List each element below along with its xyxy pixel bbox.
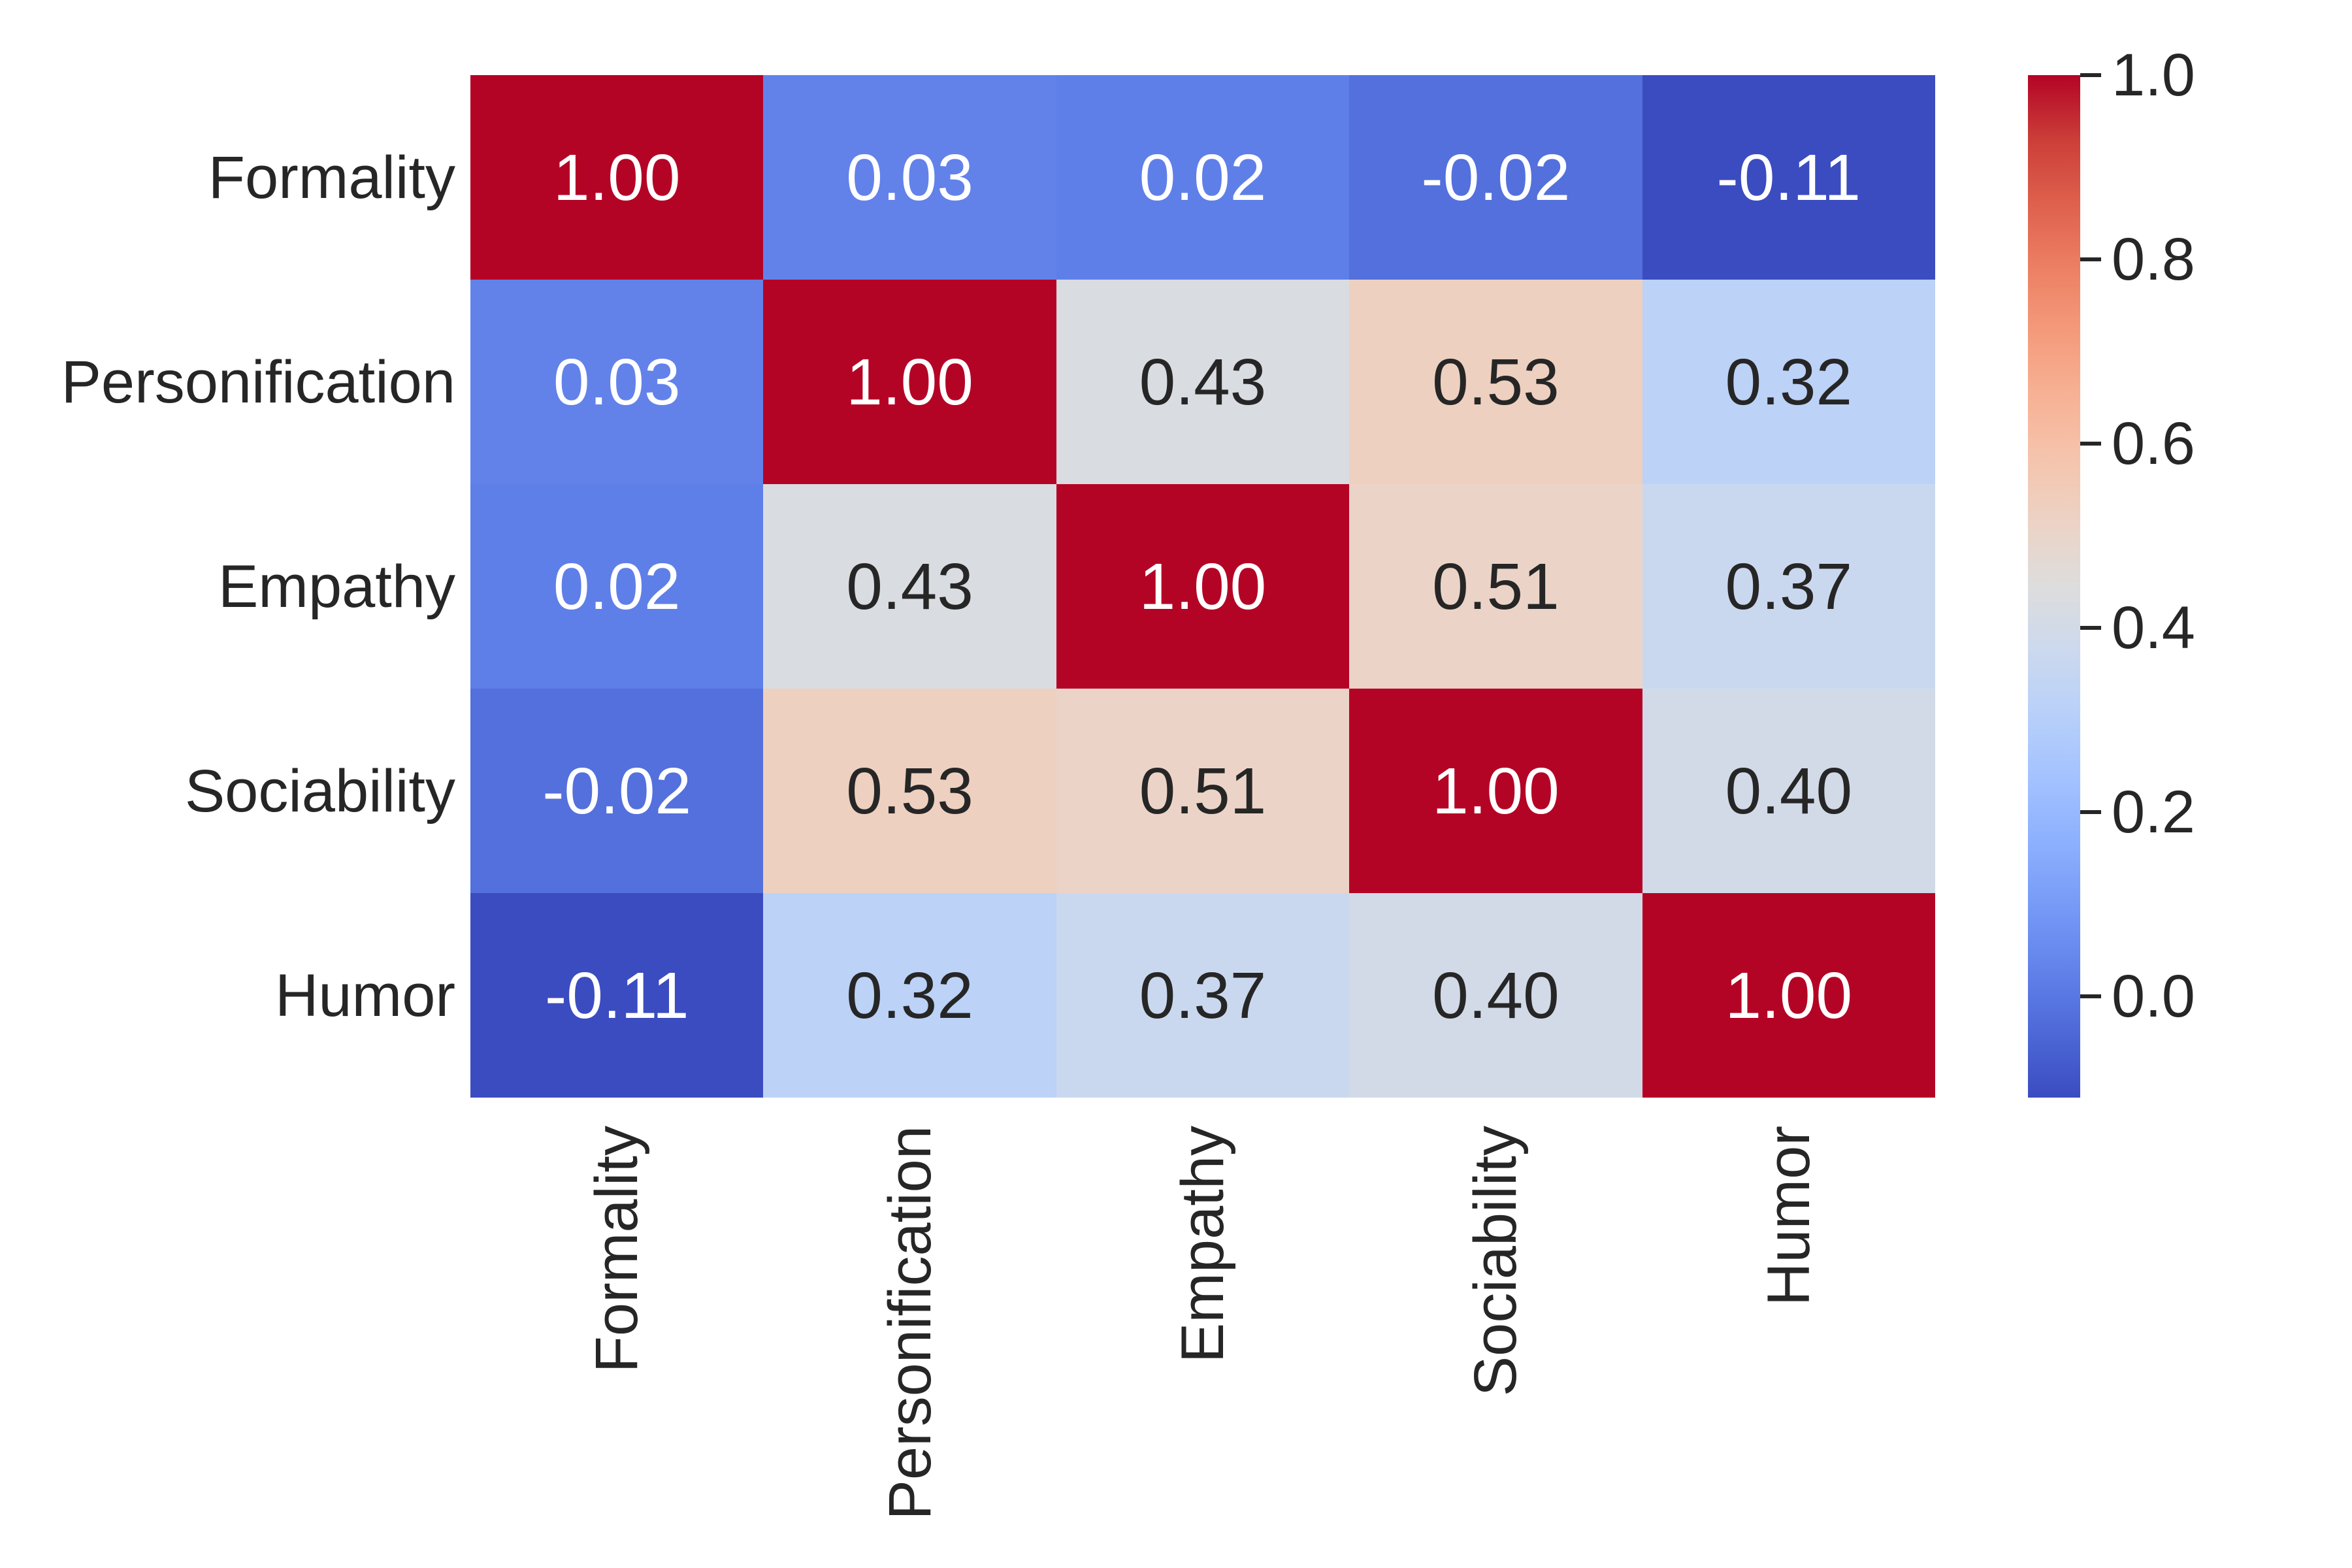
cell-value: 0.53 xyxy=(1432,345,1560,419)
cell-value: 1.00 xyxy=(1725,958,1853,1032)
cell-value: -0.11 xyxy=(1716,140,1861,214)
heatmap-cell: 0.32 xyxy=(1642,280,1935,484)
colorbar-tick-label: 0.8 xyxy=(2112,225,2195,293)
heatmap-cell: 1.00 xyxy=(763,280,1056,484)
cell-value: 0.40 xyxy=(1432,958,1560,1032)
heatmap-cell: 0.03 xyxy=(470,280,764,484)
colorbar-tick xyxy=(2080,441,2101,446)
heatmap-cell: 0.40 xyxy=(1349,893,1642,1098)
cell-value: 0.51 xyxy=(1432,549,1560,623)
colorbar-tick-label: 0.0 xyxy=(2112,962,2195,1030)
row-label-formality: Formality xyxy=(208,144,455,211)
colorbar-gradient xyxy=(2028,75,2080,1098)
heatmap-cell: 0.53 xyxy=(1349,280,1642,484)
colorbar-tick xyxy=(2080,809,2101,814)
col-label-humor: Humor xyxy=(1755,1126,1822,1307)
cell-value: 0.02 xyxy=(1139,140,1267,214)
cell-value: 1.00 xyxy=(1432,754,1560,828)
heatmap-cell: 0.37 xyxy=(1642,484,1935,689)
heatmap-cell: 0.43 xyxy=(763,484,1056,689)
heatmap-cell: -0.11 xyxy=(470,893,764,1098)
col-label-sociability: Sociability xyxy=(1462,1126,1529,1397)
cell-value: 0.43 xyxy=(846,549,973,623)
heatmap-cell: -0.02 xyxy=(1349,75,1642,280)
heatmap-cell: 0.43 xyxy=(1056,280,1350,484)
cell-value: 0.37 xyxy=(1725,549,1853,623)
heatmap-grid: 1.00 0.03 0.02 -0.02 -0.11 0.03 1.00 0.43 0.53 0.… xyxy=(470,75,1935,1098)
colorbar-tick-label: 1.0 xyxy=(2112,42,2195,108)
cell-value: 1.00 xyxy=(846,345,973,419)
colorbar-tick xyxy=(2080,73,2101,77)
heatmap-cell: -0.11 xyxy=(1642,75,1935,280)
colorbar-tick-label: 0.4 xyxy=(2112,594,2195,661)
heatmap-cell: 1.00 xyxy=(1642,893,1935,1098)
cell-value: -0.02 xyxy=(1421,140,1571,214)
heatmap-cell: 0.37 xyxy=(1056,893,1350,1098)
row-label-personification: Personification xyxy=(61,348,455,416)
cell-value: 0.02 xyxy=(553,549,681,623)
heatmap-cell: 0.02 xyxy=(1056,75,1350,280)
heatmap-cell: 1.00 xyxy=(1056,484,1350,689)
cell-value: 0.53 xyxy=(846,754,973,828)
heatmap-cell: 0.40 xyxy=(1642,689,1935,893)
row-label-humor: Humor xyxy=(274,962,455,1029)
cell-value: 0.32 xyxy=(1725,345,1853,419)
cell-value: 0.40 xyxy=(1725,754,1853,828)
heatmap-cell: 0.02 xyxy=(470,484,764,689)
colorbar-tick xyxy=(2080,257,2101,261)
cell-value: 0.03 xyxy=(553,345,681,419)
cell-value: 0.43 xyxy=(1139,345,1267,419)
heatmap-cell: 0.32 xyxy=(763,893,1056,1098)
heatmap-cell: 0.51 xyxy=(1349,484,1642,689)
cell-value: 0.37 xyxy=(1139,958,1267,1032)
colorbar-tick-label: 0.2 xyxy=(2112,778,2195,845)
col-label-formality: Formality xyxy=(583,1126,651,1373)
heatmap-cell: 0.03 xyxy=(763,75,1056,280)
heatmap-cell: -0.02 xyxy=(470,689,764,893)
colorbar-tick-label: 0.6 xyxy=(2112,410,2195,477)
cell-value: 0.51 xyxy=(1139,754,1267,828)
colorbar-tick xyxy=(2080,994,2101,998)
heatmap-cell: 1.00 xyxy=(1349,689,1642,893)
row-label-sociability: Sociability xyxy=(184,757,455,825)
cell-value: 1.00 xyxy=(1139,549,1267,623)
cell-value: 0.03 xyxy=(846,140,973,214)
col-label-personification: Personification xyxy=(876,1126,943,1520)
heatmap-cell: 0.51 xyxy=(1056,689,1350,893)
heatmap-cell: 0.53 xyxy=(763,689,1056,893)
heatmap-cell: 1.00 xyxy=(470,75,764,280)
col-label-empathy: Empathy xyxy=(1169,1126,1236,1364)
cell-value: 0.32 xyxy=(846,958,973,1032)
colorbar-tick xyxy=(2080,625,2101,630)
cell-value: -0.11 xyxy=(544,958,689,1032)
cell-value: 1.00 xyxy=(553,140,681,214)
row-label-empathy: Empathy xyxy=(218,553,455,620)
cell-value: -0.02 xyxy=(542,754,692,828)
